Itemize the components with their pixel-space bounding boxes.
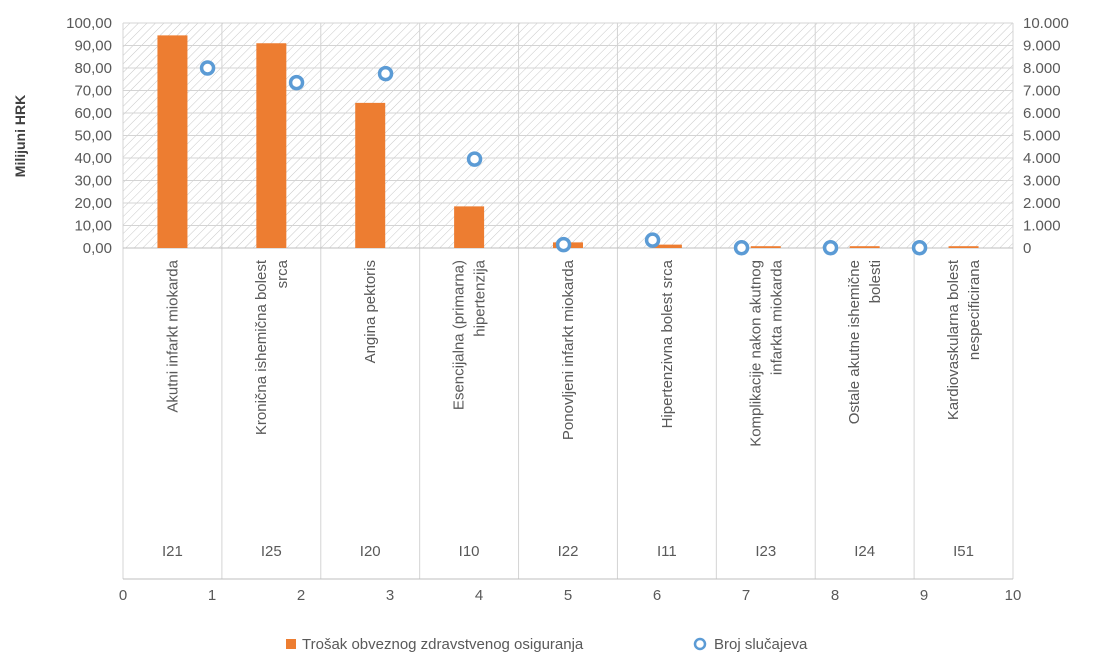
bar [948, 246, 979, 248]
category-label: Hipertenzivna bolest srca [659, 259, 676, 428]
scatter-point [911, 240, 928, 256]
scatter-series [199, 60, 928, 256]
y-left-tick-label: 60,00 [74, 105, 112, 122]
x-tick-label: 6 [653, 587, 661, 604]
x-tick-label: 0 [119, 587, 127, 604]
scatter-point [199, 60, 216, 76]
legend-scatter-label: Broj slučajeva [714, 636, 808, 653]
y-left-tick-label: 40,00 [74, 150, 112, 167]
x-tick-label: 8 [831, 587, 839, 604]
category-code: I21 [162, 543, 183, 560]
bar [750, 246, 781, 248]
category-label: Akutni infarkt miokarda [164, 259, 181, 412]
x-tick-label: 7 [742, 587, 750, 604]
y-left-tick-label: 90,00 [74, 38, 112, 55]
category-label: hipertenzija [472, 259, 489, 336]
scatter-point [288, 74, 305, 91]
y-right-tick-label: 5.000 [1023, 128, 1061, 145]
category-code: I22 [558, 543, 579, 560]
y-left-tick-label: 20,00 [74, 195, 112, 212]
category-labels: Akutni infarkt miokarda Kronična ishemičn… [164, 259, 983, 447]
category-label: Esencijalna (primarna) [451, 260, 468, 410]
y-right-tick-label: 2.000 [1023, 195, 1061, 212]
bar [849, 246, 880, 248]
scatter-point [555, 236, 572, 253]
x-tick-label: 5 [564, 587, 572, 604]
legend-bar-label: Trošak obveznog zdravstvenog osiguranja [302, 636, 584, 653]
y-right-tick-label: 8.000 [1023, 60, 1061, 77]
scatter-point [466, 151, 483, 167]
category-label: Ponovljeni infarkt miokarda [560, 259, 577, 440]
x-tick-label: 10 [1005, 587, 1022, 604]
legend-bar-swatch [286, 639, 296, 649]
y-left-tick-label: 50,00 [74, 128, 112, 145]
scatter-point [644, 232, 661, 248]
category-label: nespecificirana [966, 259, 983, 360]
legend-scatter-marker [693, 637, 707, 651]
x-axis: 0 1 2 3 4 5 6 7 8 9 10 [119, 587, 1022, 604]
y-left-tick-label: 30,00 [74, 173, 112, 190]
y-left-tick-label: 0,00 [83, 240, 112, 257]
bar [355, 102, 386, 248]
y-right-tick-label: 1.000 [1023, 218, 1061, 235]
y-left-tick-label: 10,00 [74, 218, 112, 235]
y-left-tick-label: 100,00 [66, 15, 112, 32]
x-tick-label: 4 [475, 587, 483, 604]
x-tick-label: 3 [386, 587, 394, 604]
category-label: Kardiovaskularna bolest [945, 259, 962, 420]
y-right-tick-label: 3.000 [1023, 173, 1061, 190]
y-left-tick-label: 70,00 [74, 83, 112, 100]
y-right-axis: 0 1.000 2.000 3.000 4.000 5.000 6.000 7.000 8.00… [1023, 15, 1069, 257]
y-right-tick-label: 4.000 [1023, 150, 1061, 167]
category-code: I11 [657, 543, 677, 560]
category-label: Kronična ishemična bolest [253, 259, 270, 435]
category-code: I51 [953, 543, 974, 560]
y-axis-title: Milijuni HRK [12, 95, 28, 177]
category-label: Angina pektoris [362, 260, 379, 363]
category-code: I10 [459, 543, 480, 560]
y-right-tick-label: 6.000 [1023, 105, 1061, 122]
y-right-tick-label: 7.000 [1023, 83, 1061, 100]
bar [256, 43, 287, 248]
category-code: I24 [854, 543, 875, 560]
y-left-axis: 0,00 10,00 20,00 30,00 40,00 50,00 60,00 70,00 8… [66, 15, 112, 257]
y-right-tick-label: 9.000 [1023, 38, 1061, 55]
category-code: I23 [755, 543, 776, 560]
category-label: infarkta miokarda [768, 259, 785, 375]
x-tick-label: 2 [297, 587, 305, 604]
category-label: bolesti [867, 260, 884, 303]
bar [651, 244, 682, 248]
bar-series [157, 35, 979, 248]
bar [157, 35, 188, 248]
scatter-point [377, 65, 394, 82]
category-label: Ostale akutne ishemične [846, 260, 863, 424]
y-right-tick-label: 10.000 [1023, 15, 1069, 32]
category-code: I25 [261, 543, 282, 560]
y-left-tick-label: 80,00 [74, 60, 112, 77]
y-right-tick-label: 0 [1023, 240, 1031, 257]
legend: Trošak obveznog zdravstvenog osiguranja … [286, 636, 808, 653]
category-label: srca [274, 259, 291, 288]
scatter-point [733, 240, 750, 256]
x-tick-label: 9 [920, 587, 928, 604]
category-code: I20 [360, 543, 381, 560]
category-codes: I21 I25 I20 I10 I22 I11 I23 I24 I51 [162, 543, 974, 560]
category-label: Komplikacije nakon akutnog [747, 260, 764, 447]
x-tick-label: 1 [208, 587, 216, 604]
bar [454, 206, 485, 248]
scatter-point [822, 240, 839, 256]
